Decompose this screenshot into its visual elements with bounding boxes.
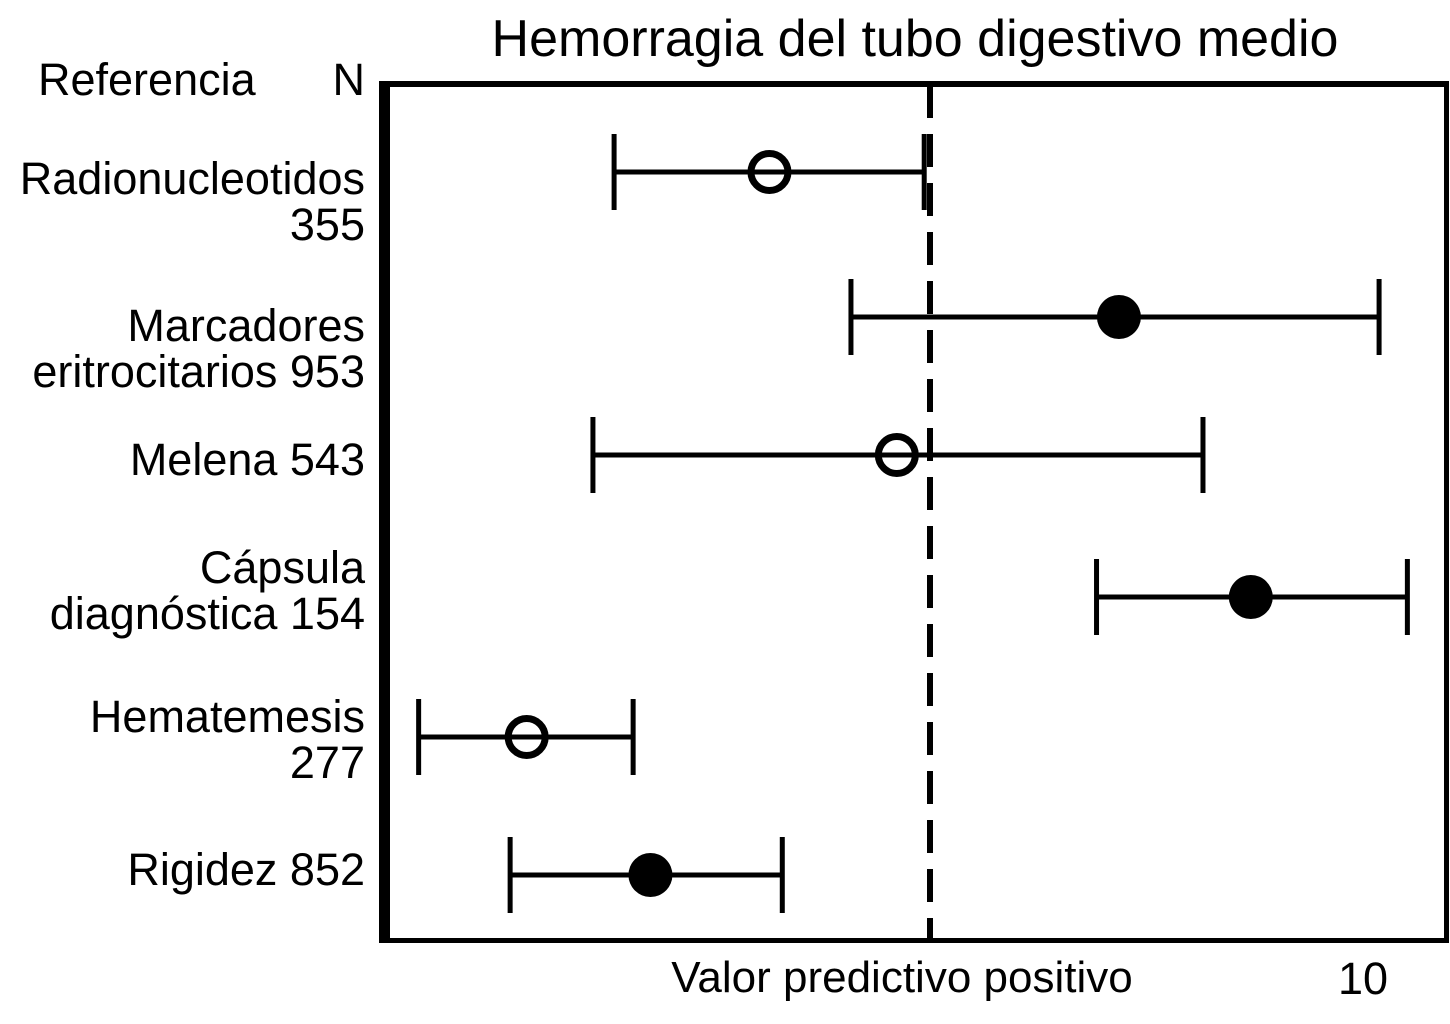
column-header: Referencia N — [38, 54, 365, 106]
row-label-5: Hematemesis 277 — [0, 694, 365, 786]
column-header-referencia: Referencia — [38, 54, 256, 105]
row-label-6: Rigidez 852 — [0, 847, 365, 893]
row-label-line: diagnóstica 154 — [49, 588, 365, 639]
row-label-1: Radionucleotidos 355 — [0, 156, 365, 248]
row-label-line: Rigidez 852 — [127, 844, 365, 895]
point-marker-open — [504, 715, 549, 759]
point-marker-filled — [628, 853, 673, 897]
row-label-line: Hematemesis — [89, 691, 365, 742]
plot-area-border — [379, 81, 1449, 943]
point-marker-open — [747, 150, 792, 194]
column-header-n: N — [332, 54, 366, 105]
row-label-3: Melena 543 — [0, 437, 365, 483]
row-label-4: Cápsula diagnóstica 154 — [0, 545, 365, 637]
row-label-line: Melena 543 — [129, 434, 365, 485]
row-label-line: Cápsula — [199, 542, 365, 593]
x-axis-tick-10: 10 — [1337, 953, 1389, 1004]
chart-title: Hemorragia del tubo digestivo medio — [491, 10, 1339, 68]
x-axis-label: Valor predictivo positivo — [671, 953, 1133, 1002]
point-marker-open — [874, 433, 919, 477]
point-marker-filled — [1228, 575, 1273, 619]
row-label-line: Radionucleotidos — [19, 153, 365, 204]
row-label-line: 355 — [289, 199, 365, 250]
point-marker-filled — [1096, 295, 1141, 339]
row-label-line: Marcadores — [127, 300, 365, 351]
row-label-line: eritrocitarios 953 — [32, 346, 365, 397]
row-label-2: Marcadores eritrocitarios 953 — [0, 303, 365, 395]
row-label-line: 277 — [289, 737, 365, 788]
